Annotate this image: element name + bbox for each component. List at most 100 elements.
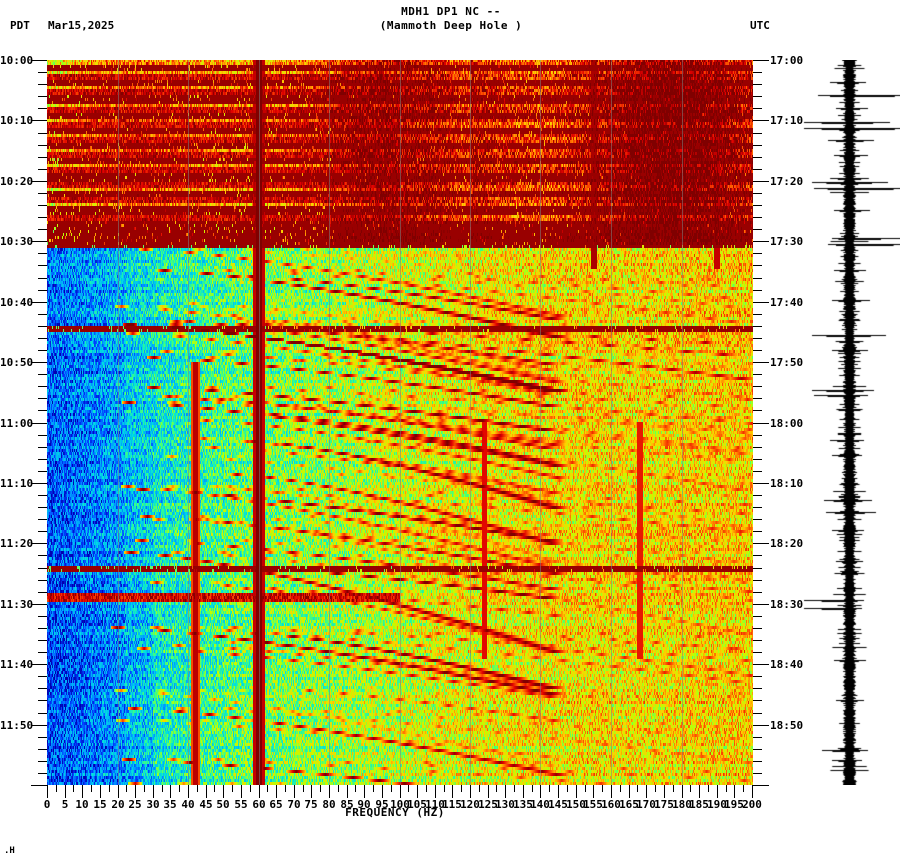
chart-header: PDT Mar15,2025 MDH1 DP1 NC -- (Mammoth D…	[0, 0, 902, 52]
freq-label: 20	[111, 798, 125, 811]
time-tick-major	[31, 120, 47, 121]
freq-label: 85	[340, 798, 354, 811]
freq-tick-major	[576, 785, 577, 798]
time-tick-minor	[753, 205, 762, 206]
freq-label: 165	[619, 798, 639, 811]
time-tick-minor	[38, 96, 47, 97]
time-tick-minor	[38, 628, 47, 629]
freq-tick-minor	[461, 785, 462, 792]
time-tick-minor	[753, 217, 762, 218]
freq-tick-minor	[179, 785, 180, 792]
time-tick-minor	[38, 568, 47, 569]
time-tick-minor	[38, 580, 47, 581]
freq-tick-major	[664, 785, 665, 798]
freq-tick-major	[294, 785, 295, 798]
spectrogram-plot[interactable]	[47, 60, 753, 785]
time-label-utc: 18:50	[770, 719, 804, 732]
time-tick-minor	[753, 749, 762, 750]
time-tick-minor	[753, 253, 762, 254]
freq-label: 140	[530, 798, 550, 811]
time-tick-major	[753, 60, 769, 61]
freq-tick-minor	[73, 785, 74, 792]
time-tick-minor	[753, 265, 762, 266]
time-tick-minor	[38, 265, 47, 266]
time-tick-minor	[38, 713, 47, 714]
freq-label: 100	[390, 798, 410, 811]
time-tick-minor	[753, 398, 762, 399]
time-tick-major	[753, 302, 769, 303]
time-label-pdt: 11:50	[0, 719, 34, 732]
spectrogram-image	[47, 60, 753, 785]
freq-label: 25	[128, 798, 142, 811]
freq-label: 110	[425, 798, 445, 811]
freq-tick-minor	[532, 785, 533, 792]
freq-tick-major	[188, 785, 189, 798]
freq-tick-minor	[320, 785, 321, 792]
time-label-pdt: 11:20	[0, 537, 34, 550]
freq-label: 130	[495, 798, 515, 811]
time-tick-minor	[38, 338, 47, 339]
time-label-utc: 18:40	[770, 658, 804, 671]
time-tick-minor	[38, 507, 47, 508]
time-tick-minor	[38, 761, 47, 762]
freq-tick-minor	[655, 785, 656, 792]
time-tick-minor	[753, 145, 762, 146]
freq-label: 105	[407, 798, 427, 811]
time-tick-minor	[753, 108, 762, 109]
time-label-pdt: 11:10	[0, 477, 34, 490]
freq-tick-major	[540, 785, 541, 798]
time-tick-minor	[38, 386, 47, 387]
time-tick-minor	[38, 374, 47, 375]
time-tick-major	[753, 543, 769, 544]
time-tick-minor	[38, 700, 47, 701]
freq-tick-minor	[408, 785, 409, 792]
freq-tick-major	[452, 785, 453, 798]
freq-tick-minor	[514, 785, 515, 792]
time-tick-minor	[753, 773, 762, 774]
freq-tick-major	[276, 785, 277, 798]
freq-tick-major	[752, 785, 753, 798]
freq-tick-minor	[585, 785, 586, 792]
time-tick-major	[753, 604, 769, 605]
time-tick-minor	[38, 749, 47, 750]
time-tick-minor	[38, 108, 47, 109]
time-tick-minor	[753, 676, 762, 677]
time-label-pdt: 11:00	[0, 417, 34, 430]
freq-label: 150	[566, 798, 586, 811]
time-tick-minor	[38, 495, 47, 496]
time-tick-major	[31, 725, 47, 726]
time-label-utc: 17:50	[770, 356, 804, 369]
freq-tick-major	[699, 785, 700, 798]
time-tick-major	[31, 604, 47, 605]
time-tick-minor	[753, 495, 762, 496]
freq-tick-minor	[673, 785, 674, 792]
time-tick-minor	[753, 72, 762, 73]
time-tick-minor	[753, 580, 762, 581]
time-tick-minor	[38, 398, 47, 399]
time-tick-minor	[38, 326, 47, 327]
time-tick-minor	[38, 133, 47, 134]
freq-label: 35	[163, 798, 177, 811]
time-label-pdt: 10:00	[0, 54, 34, 67]
time-tick-minor	[38, 555, 47, 556]
time-tick-minor	[753, 386, 762, 387]
freq-tick-major	[364, 785, 365, 798]
time-tick-minor	[38, 471, 47, 472]
time-label-utc: 17:30	[770, 235, 804, 248]
freq-label: 160	[601, 798, 621, 811]
freq-tick-major	[470, 785, 471, 798]
time-tick-minor	[38, 350, 47, 351]
time-tick-minor	[38, 410, 47, 411]
freq-label: 175	[654, 798, 674, 811]
time-tick-major	[31, 483, 47, 484]
time-tick-minor	[753, 169, 762, 170]
time-label-pdt: 10:30	[0, 235, 34, 248]
freq-tick-minor	[91, 785, 92, 792]
freq-tick-major	[646, 785, 647, 798]
freq-label: 115	[442, 798, 462, 811]
freq-tick-minor	[373, 785, 374, 792]
freq-tick-major	[717, 785, 718, 798]
time-tick-minor	[38, 169, 47, 170]
freq-label: 155	[583, 798, 603, 811]
freq-tick-major	[558, 785, 559, 798]
